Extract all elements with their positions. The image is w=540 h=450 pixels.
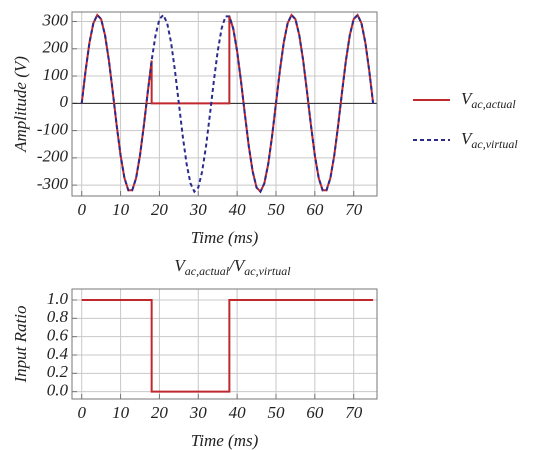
data-line bbox=[80, 13, 375, 194]
plot-frame bbox=[72, 289, 377, 399]
y-tick-label: 0 bbox=[60, 92, 69, 111]
x-tick-label: 50 bbox=[267, 200, 285, 219]
y-tick-label: 0.2 bbox=[47, 362, 69, 381]
legend-label: Vac,actual​ bbox=[461, 89, 516, 111]
y-axis-label: Input Ratio bbox=[11, 306, 30, 384]
x-tick-label: 20 bbox=[151, 403, 169, 422]
y-tick-label: 0.0 bbox=[47, 381, 69, 400]
x-tick-label: 70 bbox=[345, 200, 363, 219]
x-tick-label: 10 bbox=[112, 403, 130, 422]
y-tick-label: 300 bbox=[42, 10, 69, 29]
x-tick-label: 30 bbox=[189, 403, 208, 422]
y-axis-label: Amplitude (V) bbox=[11, 56, 30, 153]
x-tick-label: 20 bbox=[151, 200, 169, 219]
x-axis-label: Time (ms) bbox=[191, 228, 259, 247]
y-tick-label: 0.8 bbox=[47, 307, 69, 326]
y-tick-label: 0.6 bbox=[47, 326, 69, 345]
chart-title: Vac,actual​/Vac,virtual​ bbox=[174, 256, 291, 278]
y-tick-label: 1.0 bbox=[47, 289, 69, 308]
x-tick-label: 70 bbox=[345, 403, 363, 422]
x-tick-label: 0 bbox=[77, 200, 86, 219]
y-tick-label: 200 bbox=[43, 38, 69, 57]
y-tick-label: 100 bbox=[43, 65, 69, 84]
x-tick-label: 60 bbox=[306, 200, 324, 219]
data-line bbox=[81, 299, 374, 393]
x-axis-label: Time (ms) bbox=[191, 431, 259, 450]
legend-label: Vac,virtual​ bbox=[461, 129, 518, 151]
x-tick-label: 0 bbox=[77, 403, 86, 422]
x-tick-label: 60 bbox=[306, 403, 324, 422]
x-tick-label: 10 bbox=[112, 200, 130, 219]
y-tick-label: 0.4 bbox=[47, 344, 69, 363]
plot-border bbox=[71, 11, 378, 197]
y-tick-label: -300 bbox=[37, 174, 69, 193]
x-tick-label: 30 bbox=[189, 200, 208, 219]
x-tick-label: 40 bbox=[229, 403, 247, 422]
plot-border bbox=[71, 288, 378, 400]
y-tick-label: -200 bbox=[37, 147, 69, 166]
x-tick-label: 50 bbox=[267, 403, 285, 422]
x-tick-label: 40 bbox=[229, 200, 247, 219]
data-line bbox=[80, 13, 375, 194]
y-tick-label: -100 bbox=[37, 119, 69, 138]
